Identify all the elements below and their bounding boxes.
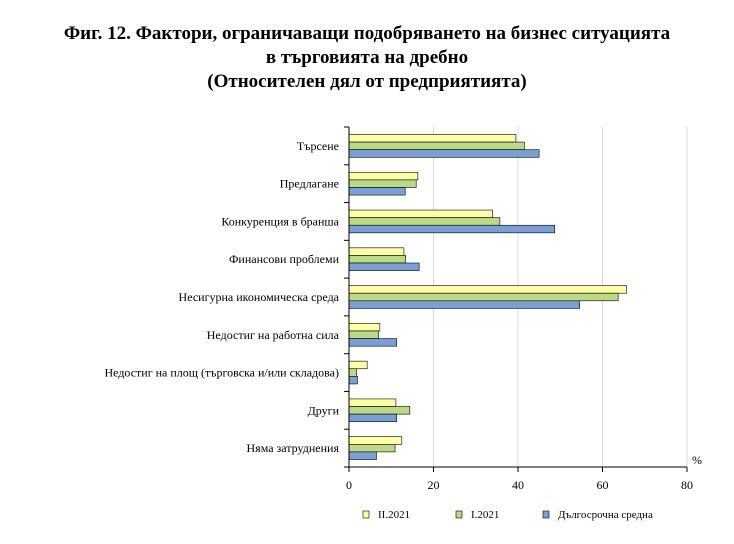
bar-4-series-2 — [348, 300, 580, 309]
category-label-5: Недостиг на работна сила — [207, 328, 340, 342]
bar-0-series-0 — [348, 134, 517, 143]
bar-3-series-1 — [348, 255, 406, 264]
x-tick-label-1: 20 — [428, 478, 440, 492]
legend-label-0: II.2021 — [378, 509, 410, 521]
legend-swatch-1 — [455, 510, 463, 519]
bar-2-series-1 — [348, 217, 501, 226]
bar-6-series-1 — [348, 368, 357, 377]
bar-4-series-0 — [348, 285, 627, 294]
x-tick-label-3: 60 — [597, 478, 609, 492]
bar-6-series-0 — [348, 360, 368, 370]
bar-4-series-1 — [348, 292, 619, 302]
chart-title-line-3: (Относителен дял от предприятията) — [207, 71, 527, 92]
category-label-0: Търсене — [297, 139, 339, 153]
category-label-6: Недостиг на площ (търговска и/или складо… — [104, 366, 339, 380]
category-label-1: Предлагане — [280, 177, 339, 191]
bar-5-series-0 — [348, 323, 381, 332]
legend-label-2: Дългосрочна средна — [558, 509, 653, 521]
x-tick-label-2: 40 — [512, 478, 524, 492]
legend-swatch-0 — [362, 510, 370, 519]
bar-3-series-2 — [348, 262, 420, 271]
bar-8-series-1 — [348, 444, 396, 453]
bar-6-series-2 — [348, 376, 358, 385]
x-tick-label-4: 80 — [681, 478, 693, 492]
bar-7-series-2 — [348, 413, 398, 423]
bar-0-series-2 — [348, 149, 540, 158]
chart-title-line-2: в търговията на дребно — [265, 47, 469, 68]
category-label-4: Несигурна икономическа среда — [179, 290, 340, 304]
unit-label: % — [692, 453, 702, 467]
bar-8-series-2 — [348, 451, 377, 460]
legend-swatch-2 — [542, 510, 550, 519]
bar-2-series-0 — [348, 209, 493, 218]
bar-1-series-2 — [348, 187, 406, 196]
bar-5-series-2 — [348, 338, 398, 347]
bar-0-series-1 — [348, 141, 525, 150]
category-label-3: Финансови проблеми — [229, 252, 340, 266]
chart-title-line-1: Фиг. 12. Фактори, ограничаващи подобрява… — [63, 23, 671, 44]
x-tick-label-0: 0 — [346, 478, 352, 492]
bar-1-series-1 — [348, 179, 417, 188]
bar-3-series-0 — [348, 247, 405, 256]
category-label-2: Конкуренция в бранша — [221, 214, 339, 228]
category-label-7: Други — [308, 403, 340, 417]
bar-8-series-0 — [348, 436, 403, 445]
category-label-8: Няма затруднения — [247, 441, 340, 455]
bar-1-series-0 — [348, 171, 419, 181]
legend-label-1: I.2021 — [471, 509, 499, 521]
bar-5-series-1 — [348, 330, 379, 339]
bar-2-series-2 — [348, 224, 556, 234]
chart-title: Фиг. 12. Фактори, ограничаващи подобрява… — [0, 22, 734, 94]
bar-7-series-1 — [348, 406, 411, 415]
bar-7-series-0 — [348, 398, 397, 407]
